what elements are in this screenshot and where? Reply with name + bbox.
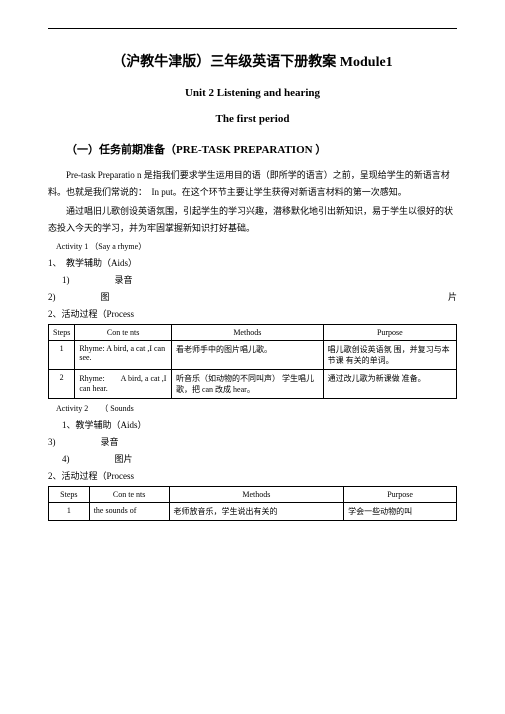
td: Rhyme: A bird, a cat ,I can see. — [75, 341, 172, 370]
th-methods: Methods — [169, 487, 344, 503]
aids-1-item2-left: 2) 图 — [48, 290, 110, 303]
td: 1 — [49, 341, 75, 370]
td: 通过改儿歌为新课做 准备。 — [323, 370, 456, 399]
section-1-heading: （一）任务前期准备（PRE-TASK PREPARATION ） — [48, 141, 457, 157]
aids-1-item2-right: 片 — [448, 290, 457, 303]
td: 1 — [49, 503, 90, 521]
table-row: 1Rhyme: A bird, a cat ,I can see.看老师手中的图… — [49, 341, 457, 370]
top-rule — [48, 28, 457, 29]
td: 听音乐（如动物的不同叫声） 学生唱儿歌，把 can 改成 hear。 — [171, 370, 323, 399]
unit-title: Unit 2 Listening and hearing — [48, 87, 457, 99]
td: 2 — [49, 370, 75, 399]
aids-2-item2: 4) 图片 — [62, 452, 457, 465]
th-contents: Con te nts — [75, 325, 172, 341]
td: 看老师手中的图片唱儿歌。 — [171, 341, 323, 370]
period-title: The first period — [48, 113, 457, 125]
aids-1-item1: 1) 录音 — [62, 273, 457, 286]
aids-1-label: 1、 教学辅助（Aids） — [48, 256, 457, 269]
td: 老师放音乐，学生说出有关的 — [169, 503, 344, 521]
th-purpose: Purpose — [344, 487, 457, 503]
td: Rhyme: A bird, a cat ,I can hear. — [75, 370, 172, 399]
table-row: StepsCon te ntsMethodsPurpose — [49, 487, 457, 503]
process-1-label: 2、活动过程（Process — [48, 307, 457, 320]
table-1: StepsCon te ntsMethodsPurpose 1Rhyme: A … — [48, 324, 457, 399]
table-2: StepsCon te ntsMethodsPurpose 1the sound… — [48, 486, 457, 521]
aids-1-item2-row: 2) 图 片 — [48, 290, 457, 303]
activity-2-label: Activity 2 （ Sounds — [56, 403, 457, 414]
section-1-p1: Pre-task Preparatio n 是指我们要求学生运用目的语（即所学的… — [48, 167, 457, 201]
th-purpose: Purpose — [323, 325, 456, 341]
activity-1-label: Activity 1 （Say a rhyme） — [56, 241, 457, 252]
table-row: 1the sounds of老师放音乐，学生说出有关的学会一些动物的叫 — [49, 503, 457, 521]
section-1-p2: 通过唱旧儿歌创设英语氛围，引起学生的学习兴趣，潜移默化地引出新知识，易于学生以很… — [48, 203, 457, 237]
th-steps: Steps — [49, 487, 90, 503]
process-2-label: 2、活动过程（Process — [48, 469, 457, 482]
table-row: 2Rhyme: A bird, a cat ,I can hear.听音乐（如动… — [49, 370, 457, 399]
td: 学会一些动物的叫 — [344, 503, 457, 521]
td: 唱儿歌创设英语氛 围，并复习与本节课 有关的单词。 — [323, 341, 456, 370]
th-steps: Steps — [49, 325, 75, 341]
table-row: StepsCon te ntsMethodsPurpose — [49, 325, 457, 341]
aids-2-label: 1、教学辅助（Aids） — [62, 418, 457, 431]
aids-2-item1: 3) 录音 — [48, 435, 457, 448]
td: the sounds of — [89, 503, 169, 521]
th-methods: Methods — [171, 325, 323, 341]
th-contents: Con te nts — [89, 487, 169, 503]
doc-title: （沪教牛津版）三年级英语下册教案 Module1 — [48, 51, 457, 71]
